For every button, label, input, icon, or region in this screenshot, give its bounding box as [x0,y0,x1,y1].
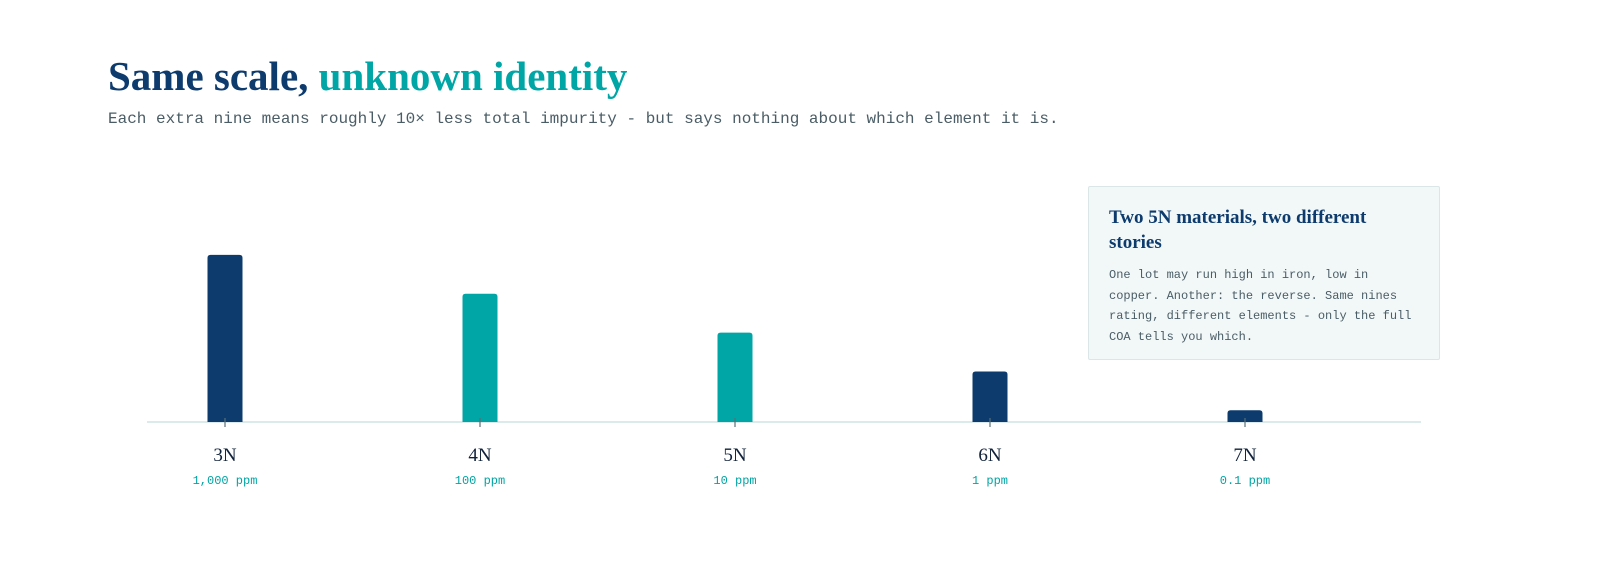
bar [717,332,753,422]
title-highlight: unknown identity [318,53,628,99]
x-tick-label: 4N [468,445,492,466]
x-tick-label: 5N [723,445,747,466]
subtitle: Each extra nine means roughly 10× less t… [108,110,1059,128]
title-main: Same scale, [108,53,309,99]
value-label: 100 ppm [455,474,505,488]
bar [207,254,243,422]
x-tick-label: 6N [978,445,1002,466]
value-label: 10 ppm [713,474,756,488]
x-tick-label: 7N [1233,445,1257,466]
annotation-title: Two 5N materials, two different stories [1109,207,1367,253]
bar [972,371,1008,422]
value-label: 0.1 ppm [1220,474,1270,488]
bar [1227,410,1263,422]
x-tick-label: 3N [213,445,237,466]
value-label: 1 ppm [972,474,1008,488]
value-label: 1,000 ppm [193,474,258,488]
annotation-text: One lot may run high in iron, low in cop… [1109,268,1412,344]
bar [462,293,498,422]
annotation-box: Two 5N materials, two different stories … [1088,186,1440,360]
chart-title: Same scale, unknown identity [108,52,627,100]
